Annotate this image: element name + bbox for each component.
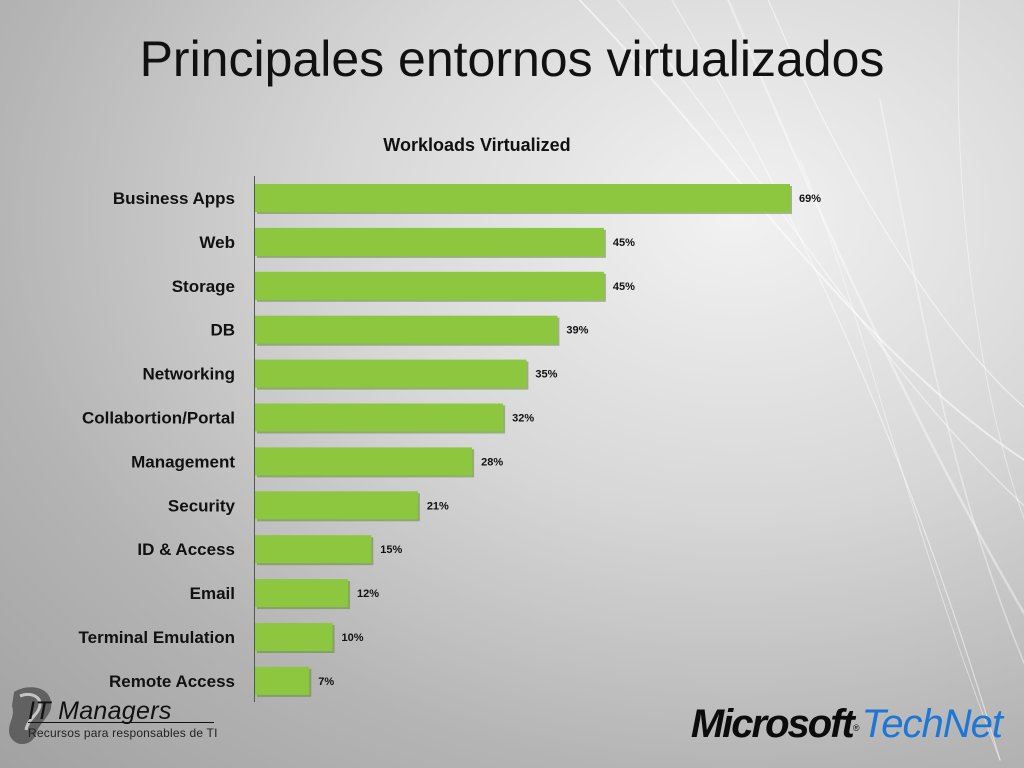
bar [255,447,473,476]
category-label: Networking [142,365,235,384]
data-label: 69% [799,193,821,205]
bar [255,227,604,256]
category-label: Collabortion/Portal [82,409,235,428]
data-label: 12% [357,588,379,600]
category-label: Management [131,452,235,471]
category-label: Security [168,496,236,515]
bar [255,579,349,608]
data-label: 32% [512,413,534,425]
data-label: 7% [318,676,334,688]
data-label: 10% [342,632,364,644]
registered-mark: ® [852,722,860,733]
data-label: 45% [613,281,635,293]
it-managers-logo-title: IT Managers [28,697,172,725]
bar [255,359,527,388]
category-label: Web [199,233,235,252]
data-label: 15% [380,544,402,556]
category-label: Storage [172,277,235,296]
bar [255,315,558,344]
category-label: ID & Access [137,540,235,559]
microsoft-technet-logo: Microsoft®TechNet [690,702,1003,748]
it-managers-logo-underline [28,722,214,723]
it-managers-logo-subtitle: Recursos para responsables de TI [28,726,218,740]
data-label: 35% [535,369,557,381]
category-label: Email [190,584,235,603]
slide-title: Principales entornos virtualizados [139,31,885,87]
bar [255,271,604,300]
data-label: 45% [613,237,635,249]
data-label: 21% [427,500,449,512]
technet-wordmark: TechNet [861,702,1003,746]
bar [255,403,504,432]
category-label: Business Apps [113,189,235,208]
bar [255,184,790,212]
microsoft-wordmark: Microsoft [690,702,855,746]
chart-title: Workloads Virtualized [383,135,570,155]
data-label: 39% [566,325,588,337]
bars-layer: Business Apps 69% Web 45% Storage 45% DB 39% Net… [79,184,821,697]
bar [255,666,310,695]
category-label: DB [210,321,235,340]
bar [255,535,372,564]
category-label: Remote Access [109,672,235,691]
bar [255,623,333,651]
bar [255,491,418,520]
data-label: 28% [481,456,503,468]
category-label: Terminal Emulation [79,628,236,647]
it-managers-logo-mark [9,687,52,745]
